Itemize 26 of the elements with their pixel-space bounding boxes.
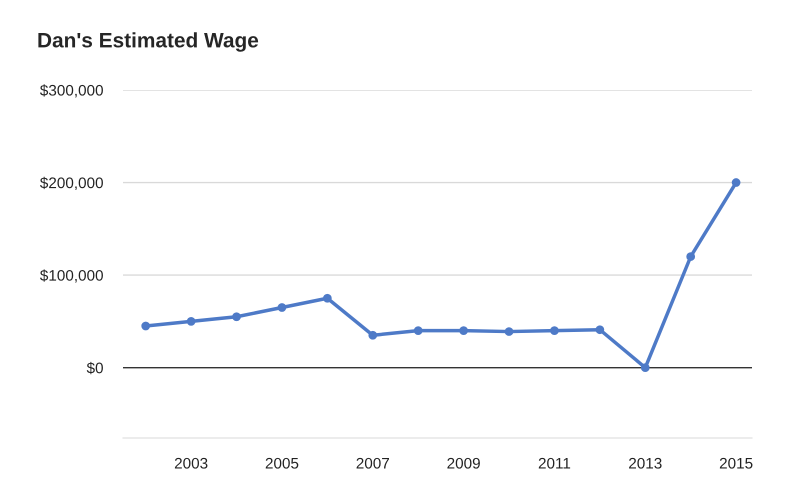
point	[504, 327, 514, 336]
y-tick-label: $300,000	[40, 84, 103, 98]
point	[323, 294, 332, 303]
x-tick-label: 2013	[629, 458, 662, 469]
x-tick-label: 2003	[174, 458, 208, 469]
point	[368, 330, 378, 340]
x-tick-label: 2015	[720, 458, 752, 469]
point	[732, 178, 740, 187]
point	[186, 317, 196, 326]
x-tick-label: 2011	[538, 458, 570, 469]
x-tick-label: 2009	[447, 458, 480, 469]
x-tick-label: 2007	[356, 458, 390, 469]
x-tick-label: 2005	[266, 458, 298, 469]
point	[414, 326, 423, 336]
y-tick-label: $0	[86, 362, 103, 374]
chart-title: Dan's Estimated Wage	[38, 32, 258, 52]
point	[640, 363, 650, 372]
point	[278, 303, 286, 312]
point	[459, 326, 468, 336]
point	[141, 322, 150, 330]
point	[686, 252, 696, 261]
y-tick-label: $200,000	[40, 176, 103, 190]
point	[232, 312, 241, 322]
point	[550, 326, 559, 336]
y-tick-label: $100,000	[40, 269, 103, 283]
point	[595, 325, 604, 334]
